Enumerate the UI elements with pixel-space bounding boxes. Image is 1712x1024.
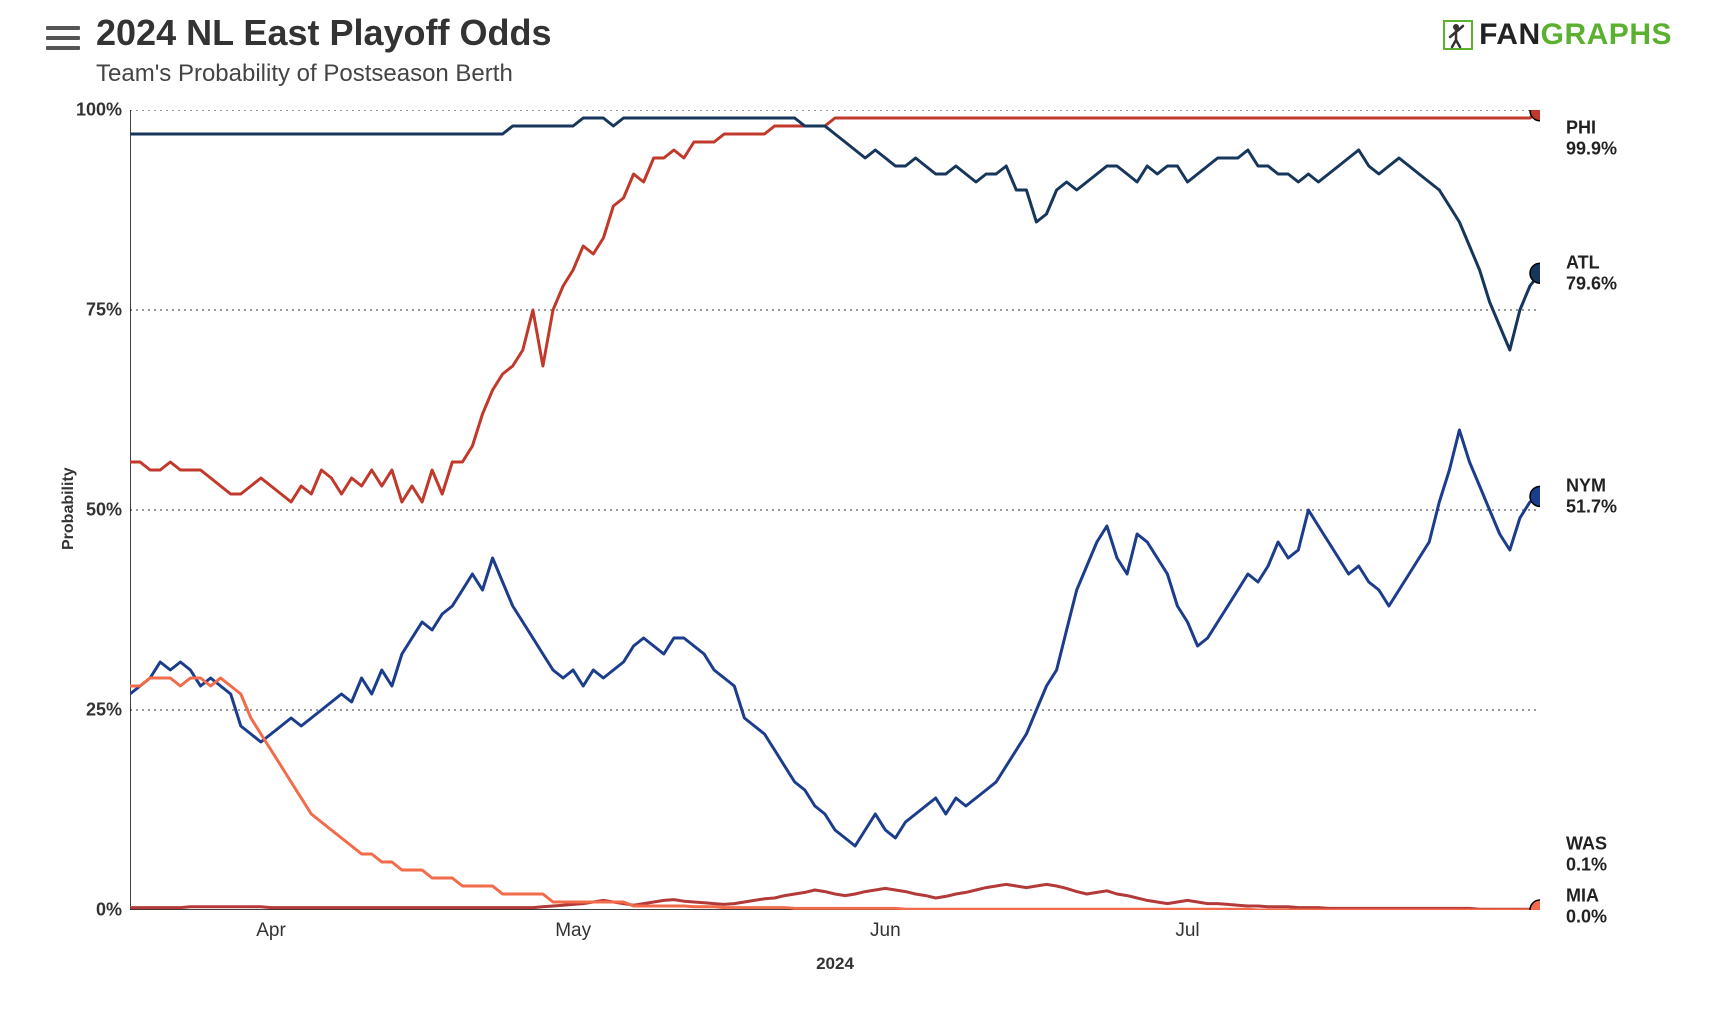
brand-logo[interactable]: FANGRAPHS <box>1443 18 1672 52</box>
x-axis-label: 2024 <box>816 954 854 974</box>
x-tick-label: Jun <box>870 920 901 942</box>
series-end-label-atl: ATL79.6% <box>1566 253 1617 294</box>
series-end-label-mia: MIA0.0% <box>1566 885 1607 926</box>
series-end-label-nym: NYM51.7% <box>1566 476 1617 517</box>
x-tick-label: Apr <box>256 920 286 942</box>
y-tick-label: 75% <box>86 300 122 321</box>
series-end-label-was: WAS0.1% <box>1566 833 1607 874</box>
x-tick-label: May <box>555 920 591 942</box>
y-tick-label: 0% <box>96 900 122 921</box>
chart-subtitle: Team's Probability of Postseason Berth <box>96 60 513 88</box>
y-tick-label: 25% <box>86 700 122 721</box>
chart-svg <box>130 110 1540 910</box>
y-tick-label: 100% <box>76 100 122 121</box>
chart-title: 2024 NL East Playoff Odds <box>96 12 552 54</box>
menu-icon[interactable] <box>46 26 80 50</box>
batter-icon <box>1443 20 1473 50</box>
y-tick-label: 50% <box>86 500 122 521</box>
x-tick-label: Jul <box>1175 920 1199 942</box>
header: 2024 NL East Playoff Odds Team's Probabi… <box>46 10 1672 100</box>
brand-fan: FAN <box>1479 18 1541 52</box>
plot-area: Probability 2024 0%25%50%75%100%AprMayJu… <box>130 110 1540 910</box>
brand-graphs: GRAPHS <box>1541 18 1672 52</box>
series-end-label-phi: PHI99.9% <box>1566 117 1617 158</box>
chart-container: 2024 NL East Playoff Odds Team's Probabi… <box>0 0 1712 1024</box>
y-axis-label: Probability <box>60 467 78 550</box>
